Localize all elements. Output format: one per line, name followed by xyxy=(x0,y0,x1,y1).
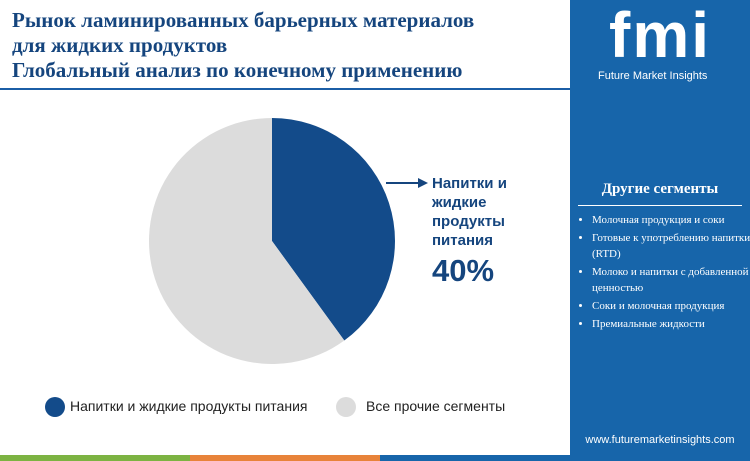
stripe xyxy=(380,455,570,461)
legend-marker xyxy=(45,397,65,417)
title-rule xyxy=(0,88,570,90)
arrow-head xyxy=(418,178,428,188)
chart xyxy=(45,118,428,417)
legend-marker xyxy=(336,397,356,417)
legend-label: Напитки и жидкие продукты питания xyxy=(70,398,308,414)
brand: Future Market Insights xyxy=(598,70,708,82)
segment-list: Молочная продукция и соки Готовые к упот… xyxy=(580,212,750,334)
segment-item: Молоко и напитки с добавленной ценностью xyxy=(592,264,750,296)
pie-slice xyxy=(272,118,395,341)
sidebar-heading: Другие сегменты xyxy=(601,181,719,197)
segment-item: Молочная продукция и соки xyxy=(592,212,750,228)
pie-slice xyxy=(148,118,345,364)
logo: fmi xyxy=(609,0,711,71)
title-line: Глобальный анализ по конечному применени… xyxy=(12,58,463,82)
data-label: 40% xyxy=(432,253,495,288)
segment-item: Готовые к употреблению напитки (RTD) xyxy=(592,230,750,262)
legend-label: Все прочие сегменты xyxy=(366,398,506,414)
segment-item: Соки и молочная продукция xyxy=(592,298,750,314)
title-line: Рынок ламинированных барьерных материало… xyxy=(12,8,475,32)
stripe xyxy=(0,455,190,461)
sidebar: fmi Future Market Insights Другие сегмен… xyxy=(570,0,750,461)
stripe xyxy=(190,455,380,461)
annotation-label: Напитки и жидкие продукты питания xyxy=(432,175,507,249)
url: www.futuremarketinsights.com xyxy=(585,434,735,446)
chart-title: Рынок ламинированных барьерных материало… xyxy=(12,8,474,83)
segment-item: Премиальные жидкости xyxy=(592,316,750,332)
divider xyxy=(578,205,742,206)
title-line: для жидких продуктов xyxy=(12,33,228,57)
